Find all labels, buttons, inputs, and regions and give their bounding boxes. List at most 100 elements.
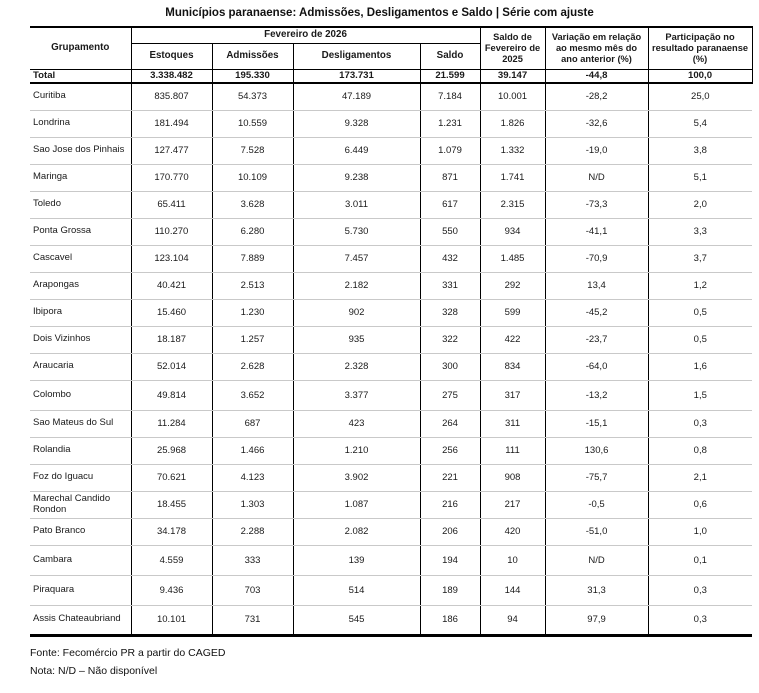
value-cell: 11.284 — [130, 410, 212, 438]
value-cell: 40.421 — [130, 272, 212, 300]
value-cell: 2.628 — [211, 353, 293, 381]
value-cell: 3,3 — [647, 218, 753, 246]
value-cell: 1.466 — [211, 437, 293, 465]
value-cell: -19,0 — [544, 137, 649, 165]
value-cell: 731 — [211, 605, 293, 636]
value-cell: 1.087 — [292, 491, 420, 519]
value-cell: 170.770 — [130, 164, 212, 192]
page-title: Municípios paranaense: Admissões, Deslig… — [165, 7, 594, 19]
column-group-fevereiro-2026: Fevereiro de 2026 — [130, 27, 481, 44]
value-cell: 2.513 — [211, 272, 293, 300]
value-cell: 0,3 — [647, 410, 753, 438]
value-cell: 9.238 — [292, 164, 420, 192]
value-cell: -73,3 — [544, 191, 649, 219]
value-cell: 902 — [292, 299, 420, 327]
table-row: Arapongas 40.421 2.513 2.182 331 292 13,… — [30, 272, 753, 300]
table-row: Maringa 170.770 10.109 9.238 871 1.741 N… — [30, 164, 753, 192]
value-cell: 328 — [419, 299, 481, 327]
value-cell: 65.411 — [130, 191, 212, 219]
value-cell: 703 — [211, 575, 293, 606]
value-cell: 1.231 — [419, 110, 481, 138]
value-cell: 6.280 — [211, 218, 293, 246]
municipality-name-cell: Sao Jose dos Pinhais — [30, 137, 131, 165]
header-row-sub: Estoques Admissões Desligamentos Saldo — [30, 43, 752, 70]
value-cell: 835.807 — [130, 83, 212, 111]
table-row: Marechal Candido Rondon 18.455 1.303 1.0… — [30, 491, 753, 519]
value-cell: 100,0 — [647, 69, 753, 84]
column-header-saldo-fev-2025: Saldo de Fevereiro de 2025 — [479, 27, 546, 70]
column-header-estoques: Estoques — [130, 43, 212, 70]
value-cell: 18.455 — [130, 491, 212, 519]
value-cell: 49.814 — [130, 380, 212, 411]
table-row: Ibipora 15.460 1.230 902 328 599 -45,2 0… — [30, 299, 753, 327]
municipality-name-cell: Ponta Grossa — [30, 218, 131, 246]
value-cell: 97,9 — [544, 605, 649, 636]
municipality-name-cell: Pato Branco — [30, 518, 131, 546]
value-cell: 1,0 — [647, 518, 753, 546]
value-cell: -75,7 — [544, 464, 649, 492]
value-cell: 0,3 — [647, 575, 753, 606]
value-cell: 70.621 — [130, 464, 212, 492]
value-cell: 3,7 — [647, 245, 753, 273]
municipality-name-cell: Curitiba — [30, 83, 131, 111]
value-cell: 123.104 — [130, 245, 212, 273]
table-row: Toledo 65.411 3.628 3.011 617 2.315 -73,… — [30, 191, 753, 219]
value-cell: -70,9 — [544, 245, 649, 273]
value-cell: 130,6 — [544, 437, 649, 465]
table-row: Dois Vizinhos 18.187 1.257 935 322 422 -… — [30, 326, 753, 354]
value-cell: 422 — [479, 326, 546, 354]
table-row: Rolandia 25.968 1.466 1.210 256 111 130,… — [30, 437, 753, 465]
header-row-group: Grupamento Fevereiro de 2026 Saldo de Fe… — [30, 27, 753, 70]
value-cell: 2.315 — [479, 191, 546, 219]
value-cell: 317 — [479, 380, 546, 411]
value-cell: 3.652 — [211, 380, 293, 411]
value-cell: 1.210 — [292, 437, 420, 465]
value-cell: 687 — [211, 410, 293, 438]
value-cell: 908 — [479, 464, 546, 492]
value-cell: 186 — [419, 605, 481, 636]
value-cell: 617 — [419, 191, 481, 219]
value-cell: -64,0 — [544, 353, 649, 381]
municipality-name-cell: Ibipora — [30, 299, 131, 327]
value-cell: -44,8 — [544, 69, 649, 84]
value-cell: 0,3 — [647, 605, 753, 636]
value-cell: 195.330 — [211, 69, 293, 84]
value-cell: 1.257 — [211, 326, 293, 354]
value-cell: N/D — [544, 545, 649, 576]
value-cell: 2.182 — [292, 272, 420, 300]
value-cell: 39.147 — [479, 69, 546, 84]
value-cell: 3.377 — [292, 380, 420, 411]
table-row: Ponta Grossa 110.270 6.280 5.730 550 934… — [30, 218, 753, 246]
municipality-name-cell: Cascavel — [30, 245, 131, 273]
value-cell: 0,1 — [647, 545, 753, 576]
total-label-cell: Total — [30, 69, 131, 84]
value-cell: 52.014 — [130, 353, 212, 381]
value-cell: 1.230 — [211, 299, 293, 327]
value-cell: 18.187 — [130, 326, 212, 354]
value-cell: 550 — [419, 218, 481, 246]
value-cell: 935 — [292, 326, 420, 354]
value-cell: 0,5 — [647, 299, 753, 327]
table-row: Pato Branco 34.178 2.288 2.082 206 420 -… — [30, 518, 753, 546]
value-cell: 2.288 — [211, 518, 293, 546]
value-cell: 4.123 — [211, 464, 293, 492]
value-cell: 1.332 — [479, 137, 546, 165]
value-cell: 47.189 — [292, 83, 420, 111]
value-cell: 144 — [479, 575, 546, 606]
value-cell: 275 — [419, 380, 481, 411]
municipality-name-cell: Cambara — [30, 545, 131, 576]
value-cell: -45,2 — [544, 299, 649, 327]
value-cell: 331 — [419, 272, 481, 300]
value-cell: 2.082 — [292, 518, 420, 546]
value-cell: 9.436 — [130, 575, 212, 606]
value-cell: 34.178 — [130, 518, 212, 546]
value-cell: -15,1 — [544, 410, 649, 438]
value-cell: 420 — [479, 518, 546, 546]
source-note: Fonte: Fecomércio PR a partir do CAGED — [30, 646, 226, 659]
table-row: Colombo 49.814 3.652 3.377 275 317 -13,2… — [30, 380, 753, 411]
value-cell: 264 — [419, 410, 481, 438]
value-cell: 5,1 — [647, 164, 753, 192]
value-cell: 5,4 — [647, 110, 753, 138]
value-cell: 3.628 — [211, 191, 293, 219]
value-cell: 111 — [479, 437, 546, 465]
